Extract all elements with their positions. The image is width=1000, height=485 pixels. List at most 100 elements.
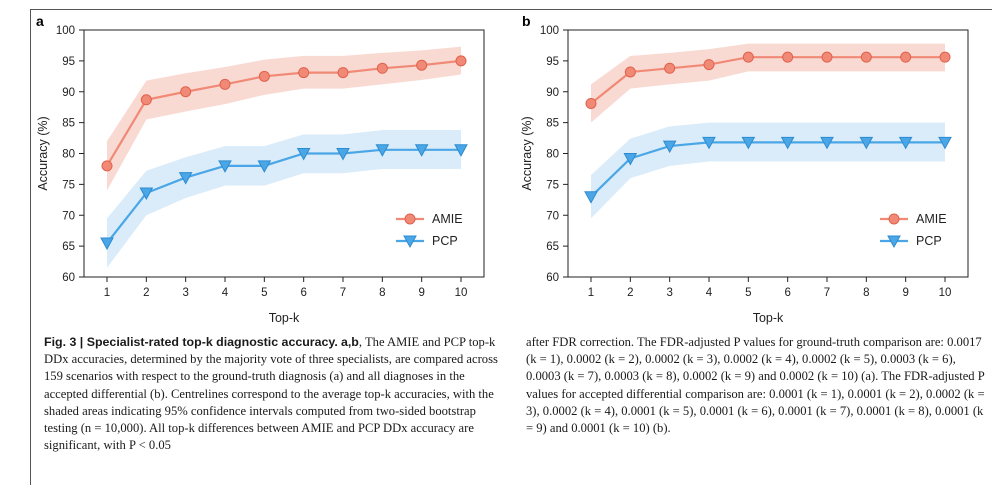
y-tick-label: 75 — [62, 179, 75, 191]
x-tick-label: 7 — [340, 287, 346, 299]
figure-left-rule — [30, 9, 31, 485]
y-tick-label: 60 — [546, 272, 559, 284]
y-tick-label: 80 — [546, 149, 559, 161]
panel-letter-b: b — [522, 13, 531, 29]
y-tick-label: 95 — [546, 56, 559, 68]
x-tick-label: 3 — [182, 287, 188, 299]
chart-panel-b: b 60 65 70 75 80 85 90 95 100 1 2 3 4 5 6 7 8 9 10 Top-k Acc… — [520, 13, 969, 325]
y-tick-label: 70 — [546, 210, 559, 222]
data-point-amie — [101, 160, 113, 172]
data-point-pcp — [702, 136, 716, 150]
data-point-pcp — [178, 172, 193, 185]
y-axis-label: Accuracy (%) — [520, 116, 534, 190]
x-tick-label: 10 — [939, 287, 952, 299]
x-tick-label: 7 — [824, 287, 830, 299]
data-point-amie — [337, 67, 349, 79]
y-tick-label: 70 — [62, 210, 75, 222]
x-tick-label: 10 — [455, 287, 468, 299]
x-tick-label: 6 — [784, 287, 790, 299]
x-axis-label: Top-k — [753, 311, 784, 325]
data-point-pcp — [741, 136, 756, 150]
figure-caption-right: after FDR correction. The FDR-adjusted P… — [526, 334, 988, 437]
data-point-amie — [180, 86, 192, 98]
data-point-amie — [821, 51, 833, 63]
data-point-amie — [140, 94, 152, 106]
y-tick-label: 85 — [546, 118, 559, 130]
x-tick-label: 9 — [902, 287, 908, 299]
data-point-pcp — [336, 148, 350, 161]
data-point-pcp — [820, 136, 834, 150]
data-point-pcp — [938, 136, 952, 150]
ci-band-amie — [107, 46, 461, 191]
x-tick-label: 8 — [863, 287, 869, 299]
data-point-pcp — [623, 152, 638, 166]
x-tick-label: 2 — [143, 287, 149, 299]
data-point-pcp — [454, 144, 468, 157]
series-line-amie — [106, 59, 462, 167]
chart-panel-a: a 60 65 70 75 80 85 90 95 100 1 2 3 4 5 6 7 8 9 10 Top-k Acc… — [36, 13, 485, 325]
legend-marker-pcp — [887, 235, 901, 249]
data-point-pcp — [375, 144, 390, 157]
caption-left-text: The AMIE and PCP top-k DDx accuracies, d… — [44, 335, 498, 453]
figure-caption-left: Fig. 3 | Specialist-rated top-k diagnost… — [44, 335, 498, 453]
x-tick-label: 3 — [666, 287, 672, 299]
y-tick-label: 95 — [62, 56, 75, 68]
data-point-pcp — [218, 160, 232, 173]
legend-marker-pcp — [403, 235, 417, 249]
legend-label-pcp: PCP — [432, 234, 458, 248]
legend-marker-amie — [404, 213, 416, 225]
legend-marker-amie — [888, 213, 900, 225]
data-point-amie — [416, 59, 428, 71]
y-tick-label: 80 — [62, 149, 75, 161]
data-point-amie — [742, 51, 754, 63]
data-point-amie — [258, 70, 270, 82]
x-tick-label: 5 — [745, 287, 751, 299]
x-tick-label: 8 — [379, 287, 385, 299]
data-point-pcp — [257, 160, 272, 173]
data-point-amie — [782, 51, 794, 63]
data-point-amie — [939, 51, 951, 63]
data-point-amie — [585, 97, 597, 109]
series-line-pcp — [590, 141, 945, 198]
caption-right-text: after FDR correction. The FDR-adjusted P… — [526, 335, 985, 436]
ci-band-pcp — [591, 122, 945, 219]
y-tick-label: 85 — [62, 118, 75, 130]
x-tick-label: 2 — [627, 287, 633, 299]
data-point-pcp — [296, 148, 311, 161]
data-point-pcp — [898, 136, 913, 150]
data-point-pcp — [139, 187, 154, 201]
x-tick-label: 5 — [261, 287, 267, 299]
figure-top-rule — [30, 9, 992, 10]
data-point-pcp — [584, 191, 598, 204]
x-tick-label: 4 — [222, 287, 229, 299]
x-tick-label: 1 — [588, 287, 594, 299]
x-tick-label: 9 — [418, 287, 424, 299]
y-tick-label: 100 — [56, 25, 75, 37]
y-tick-label: 60 — [62, 272, 75, 284]
data-point-amie — [298, 67, 310, 79]
data-point-amie — [624, 66, 636, 78]
legend-label-amie: AMIE — [432, 212, 463, 226]
data-point-pcp — [662, 140, 677, 154]
data-point-amie — [455, 55, 467, 67]
data-point-amie — [703, 59, 715, 71]
x-tick-label: 6 — [300, 287, 306, 299]
data-point-amie — [376, 62, 388, 74]
y-axis-label: Accuracy (%) — [36, 116, 50, 190]
data-point-amie — [860, 51, 872, 63]
data-point-amie — [664, 62, 676, 74]
data-point-amie — [900, 51, 912, 63]
ci-band-pcp — [107, 130, 461, 268]
legend-label-amie: AMIE — [916, 212, 947, 226]
x-tick-label: 4 — [706, 287, 713, 299]
legend-label-pcp: PCP — [916, 234, 942, 248]
y-tick-label: 65 — [62, 241, 75, 253]
x-tick-label: 1 — [104, 287, 110, 299]
y-tick-label: 65 — [546, 241, 559, 253]
ci-band-amie — [591, 43, 945, 123]
y-tick-label: 75 — [546, 179, 559, 191]
caption-title: Fig. 3 | Specialist-rated top-k diagnost… — [44, 335, 338, 349]
series-line-pcp — [106, 148, 461, 244]
data-point-pcp — [859, 136, 874, 150]
y-tick-label: 100 — [540, 25, 559, 37]
